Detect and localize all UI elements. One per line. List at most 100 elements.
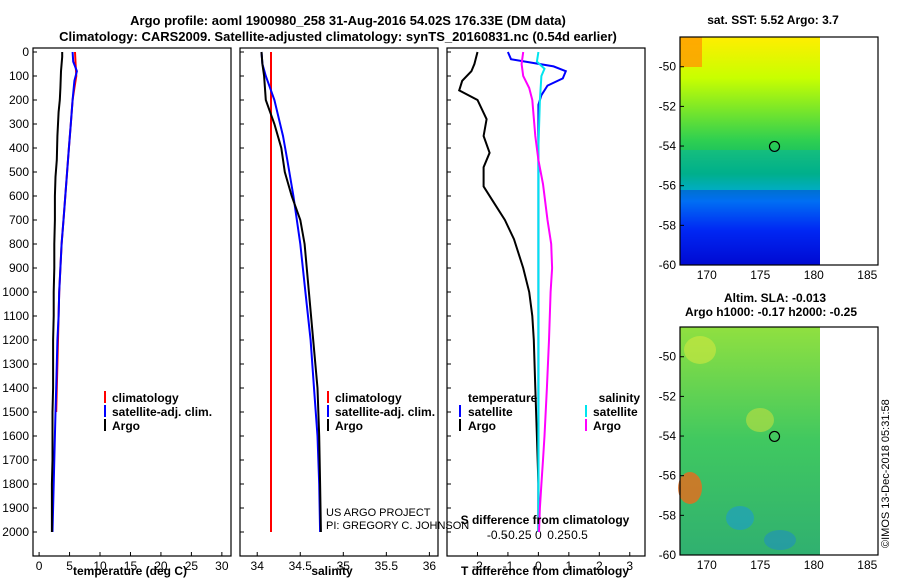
x-tick-label: 15 [124, 559, 138, 573]
map-y-tick-label: -52 [659, 389, 677, 403]
depth-tick-label: 1400 [2, 381, 29, 395]
x-tick-label: -1 [503, 559, 514, 573]
argo-float-marker [768, 140, 781, 153]
depth-tick-label: 0 [22, 45, 29, 59]
depth-tick-label: 1700 [2, 453, 29, 467]
s-tick-label: 0.25 [547, 528, 571, 542]
x-tick-label: 35.5 [375, 559, 399, 573]
x-tick-label: 30 [215, 559, 229, 573]
map-x-tick-label: 170 [697, 268, 717, 282]
map-y-tick-label: -60 [659, 258, 677, 272]
x-tick-label: 5 [66, 559, 73, 573]
sla-map-title1: Altim. SLA: -0.013 [724, 291, 826, 305]
series-satellite-adj-clim- [260, 51, 322, 533]
map-y-tick-label: -50 [659, 60, 677, 74]
depth-tick-label: 1800 [2, 477, 29, 491]
map-x-tick-label: 175 [750, 558, 770, 572]
sst-map-title: sat. SST: 5.52 Argo: 3.7 [707, 13, 839, 27]
x-tick-label: 25 [185, 559, 199, 573]
depth-tick-label: 2000 [2, 525, 29, 539]
map-y-tick-label: -60 [659, 548, 677, 562]
s-difference-xlabel: S difference from climatology [461, 513, 630, 527]
map-y-tick-label: -54 [659, 429, 677, 443]
legend-satellite: satellite-adj. clim. [112, 405, 212, 419]
series-argo [260, 51, 322, 533]
legend-temperature-title: temperature [468, 391, 538, 405]
s-tick-label: 0.5 [571, 528, 588, 542]
salinity-plot: 34 34.5 35 35.5 36 [251, 51, 437, 573]
x-tick-label: -2 [472, 559, 483, 573]
x-tick-label: 3 [626, 559, 633, 573]
sla-map-title2: Argo h1000: -0.17 h2000: -0.25 [685, 305, 857, 319]
difference-xlabel: T difference from climatology [461, 564, 629, 578]
map-x-tick-label: 180 [804, 558, 824, 572]
s-tick-label: 0 [535, 528, 542, 542]
legend-t-satellite: satellite [468, 405, 513, 419]
sla-map [678, 326, 879, 556]
depth-tick-label: 900 [9, 261, 29, 275]
depth-tick-label: 1000 [2, 285, 29, 299]
title-line2: Climatology: CARS2009. Satellite-adjuste… [59, 29, 617, 44]
series-t-argo [457, 51, 540, 532]
legend-s-satellite: satellite [593, 405, 638, 419]
map-x-tick-label: 170 [697, 558, 717, 572]
x-tick-label: 0 [36, 559, 43, 573]
map-y-tick-label: -52 [659, 99, 677, 113]
depth-tick-label: 500 [9, 165, 29, 179]
depth-axis: 0 100 200 300 400 500 600 700 800 900 1000 1100 1200… [2, 45, 451, 539]
series-s-argo [520, 51, 554, 533]
temperature-legend: climatology satellite-adj. clim. Argo [104, 391, 212, 433]
temperature-panel [32, 47, 232, 557]
map-x-tick-label: 185 [857, 558, 877, 572]
map-y-tick-label: -58 [659, 218, 677, 232]
map-y-tick-label: -56 [659, 469, 677, 483]
legend-climatology: climatology [112, 391, 179, 405]
s-tick-label: -0.5 [487, 528, 508, 542]
depth-tick-label: 200 [9, 93, 29, 107]
series-satellite-adj-clim- [51, 51, 78, 533]
depth-tick-label: 400 [9, 141, 29, 155]
difference-panel [446, 47, 646, 557]
temperature-plot: 0 5 10 15 20 25 30 [36, 51, 229, 573]
credit-line2: PI: GREGORY C. JOHNSON [326, 520, 469, 532]
legend-salinity-title: salinity [599, 391, 641, 405]
x-tick-label: 2 [596, 559, 603, 573]
depth-tick-label: 700 [9, 213, 29, 227]
x-tick-label: 1 [566, 559, 573, 573]
x-tick-label: 10 [93, 559, 107, 573]
timestamp-stamp: ©IMOS 13-Dec-2018 05:31:58 [880, 399, 892, 548]
depth-tick-label: 1200 [2, 333, 29, 347]
difference-plot: -2 -1 0 1 2 3-0.5-0.25 0 0.25 0.5 [457, 51, 633, 573]
depth-tick-label: 600 [9, 189, 29, 203]
x-tick-label: 35 [337, 559, 351, 573]
x-tick-label: 20 [154, 559, 168, 573]
sst-map-axes: 170 175 180 185 -50 -52 -54 -56 -58 -60 [659, 60, 878, 282]
map-x-tick-label: 175 [750, 268, 770, 282]
depth-tick-label: 300 [9, 117, 29, 131]
depth-tick-label: 1600 [2, 429, 29, 443]
salinity-legend: climatology satellite-adj. clim. Argo [327, 391, 435, 433]
legend-climatology: climatology [335, 391, 402, 405]
series-argo [50, 52, 64, 532]
s-tick-label: -0.25 [504, 528, 532, 542]
depth-tick-label: 100 [9, 69, 29, 83]
sst-map [679, 36, 879, 266]
series-s-satellite [535, 51, 546, 532]
map-y-tick-label: -50 [659, 350, 677, 364]
legend-t-argo: Argo [468, 419, 496, 433]
map-x-tick-label: 180 [804, 268, 824, 282]
argo-float-marker [768, 430, 781, 443]
legend-s-argo: Argo [593, 419, 621, 433]
map-x-tick-label: 185 [857, 268, 877, 282]
legend-argo: Argo [335, 419, 363, 433]
depth-tick-label: 1100 [3, 309, 29, 323]
depth-tick-label: 1500 [2, 405, 29, 419]
temperature-xlabel: temperature (deg C) [73, 564, 187, 578]
credit-line1: US ARGO PROJECT [326, 507, 431, 519]
legend-argo: Argo [112, 419, 140, 433]
x-tick-label: 34 [251, 559, 265, 573]
depth-tick-label: 800 [9, 237, 29, 251]
legend-satellite: satellite-adj. clim. [335, 405, 435, 419]
x-tick-label: 36 [423, 559, 437, 573]
